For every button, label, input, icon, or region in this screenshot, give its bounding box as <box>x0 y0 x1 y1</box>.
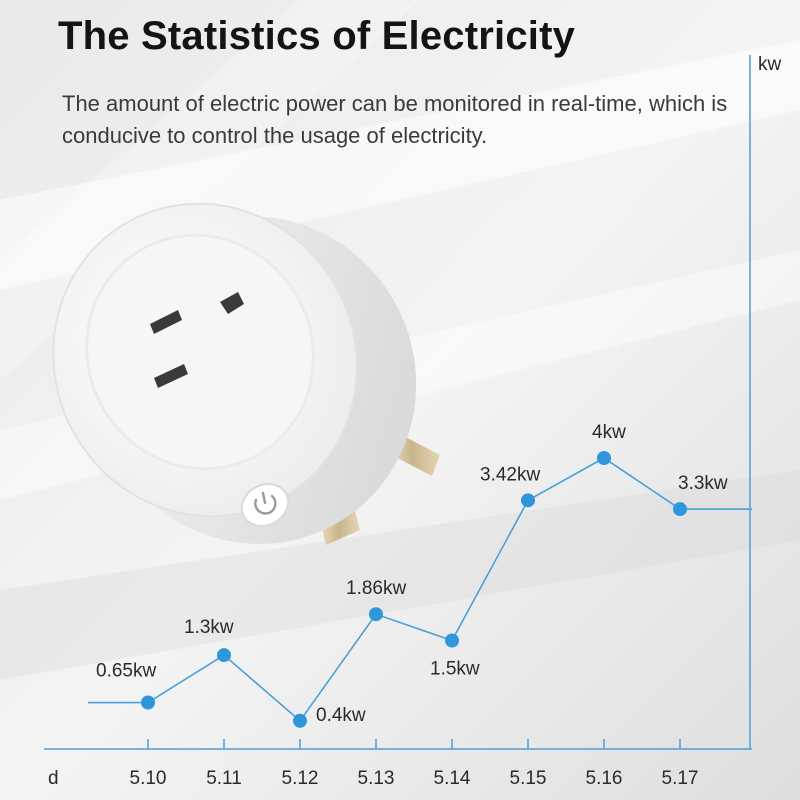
x-tick-label: 5.15 <box>510 768 547 789</box>
data-point <box>141 695 155 710</box>
data-label: 1.3kw <box>184 617 234 638</box>
power-button-icon <box>240 483 290 527</box>
outlet-slot <box>154 364 188 388</box>
data-point <box>597 451 611 465</box>
data-point <box>369 607 383 622</box>
data-label: 0.65kw <box>96 661 156 682</box>
data-label: 4kw <box>592 422 626 443</box>
data-label: 1.86kw <box>346 578 406 599</box>
data-point <box>445 633 459 648</box>
x-tick-label: 5.13 <box>358 768 395 789</box>
data-label: 3.3kw <box>678 473 728 494</box>
x-tick-label: 5.14 <box>434 768 471 789</box>
x-tick-label: 5.11 <box>206 768 242 789</box>
data-point <box>521 493 535 508</box>
x-tick-label: 5.17 <box>662 768 699 789</box>
data-point <box>293 713 307 728</box>
series-line <box>88 457 752 722</box>
data-point <box>217 648 231 663</box>
y-axis-label: kw <box>758 54 782 75</box>
x-tick-label: 5.12 <box>282 768 319 789</box>
x-axis-label: d <box>48 768 59 789</box>
data-label: 0.4kw <box>316 705 366 726</box>
page-title: The Statistics of Electricity <box>58 14 576 58</box>
outlet-ground-hole <box>220 292 244 314</box>
x-tick-label: 5.16 <box>586 768 623 789</box>
data-point <box>673 502 687 517</box>
outlet-slot <box>150 310 182 334</box>
x-tick-label: 5.10 <box>130 768 167 789</box>
data-label: 1.5kw <box>430 659 480 680</box>
data-label: 3.42kw <box>480 464 540 485</box>
page-subtitle: The amount of electric power can be moni… <box>62 91 728 148</box>
